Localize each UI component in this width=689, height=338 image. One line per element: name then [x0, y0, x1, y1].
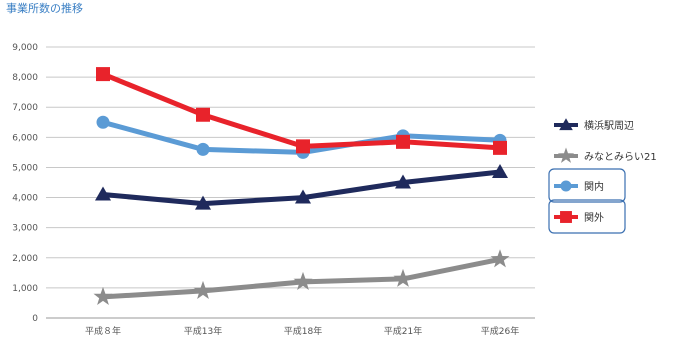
y-tick-label: 3,000 [12, 224, 38, 234]
series-square [96, 67, 507, 155]
data-point [196, 107, 210, 122]
x-tick-label: 平成８年 [85, 325, 121, 337]
gridlines [46, 46, 535, 319]
data-point [195, 195, 211, 210]
y-tick-label: 9,000 [12, 43, 38, 53]
data-point [293, 271, 313, 290]
legend-marker [560, 211, 572, 223]
data-point [193, 280, 213, 299]
legend-label: 関外 [584, 212, 604, 224]
data-point [393, 268, 413, 287]
y-tick-label: 4,000 [12, 194, 38, 204]
data-point [96, 115, 110, 129]
series-star [93, 249, 510, 305]
y-axis-ticks: 0 1,000 2,000 3,000 4,000 5,000 6,000 7,000 8,00… [12, 43, 38, 324]
x-tick-label: 平成13年 [184, 325, 222, 337]
data-point [295, 189, 311, 204]
legend-box [548, 168, 626, 203]
legend-label: 横浜駅周辺 [584, 119, 634, 132]
legend-entry: 関外 [548, 199, 626, 234]
data-point [95, 186, 111, 201]
x-axis-ticks: 平成８年 平成13年 平成18年 平成21年 平成26年 [85, 325, 519, 337]
data-point [196, 142, 210, 156]
legend-marker [560, 180, 572, 192]
legend-marker [557, 147, 575, 163]
legend-entry: みなとみらい21 [554, 147, 657, 163]
data-point [493, 140, 507, 155]
y-tick-label: 5,000 [12, 163, 38, 173]
series-group [93, 67, 510, 305]
x-tick-label: 平成21年 [384, 325, 422, 337]
series-triangle [95, 163, 508, 210]
data-point [296, 139, 310, 154]
data-point [396, 134, 410, 149]
data-point [93, 286, 113, 305]
data-point [395, 174, 411, 189]
chart-title: 事業所数の推移 [6, 1, 83, 15]
y-tick-label: 0 [32, 314, 38, 324]
y-tick-label: 2,000 [12, 254, 38, 264]
data-point [96, 67, 110, 82]
legend-label: みなとみらい21 [584, 151, 657, 163]
x-tick-label: 平成26年 [481, 325, 519, 337]
y-tick-label: 8,000 [12, 73, 38, 83]
legend-marker [559, 118, 573, 131]
y-tick-label: 6,000 [12, 133, 38, 143]
legend-label: 関内 [584, 180, 604, 193]
data-point [490, 249, 510, 268]
legend-entry: 関内 [548, 168, 626, 203]
data-point [492, 163, 508, 178]
y-tick-label: 7,000 [12, 103, 38, 113]
y-tick-label: 1,000 [12, 284, 38, 294]
legend-box [548, 199, 626, 234]
x-tick-label: 平成18年 [284, 325, 322, 337]
legend-entry: 横浜駅周辺 [554, 118, 634, 132]
